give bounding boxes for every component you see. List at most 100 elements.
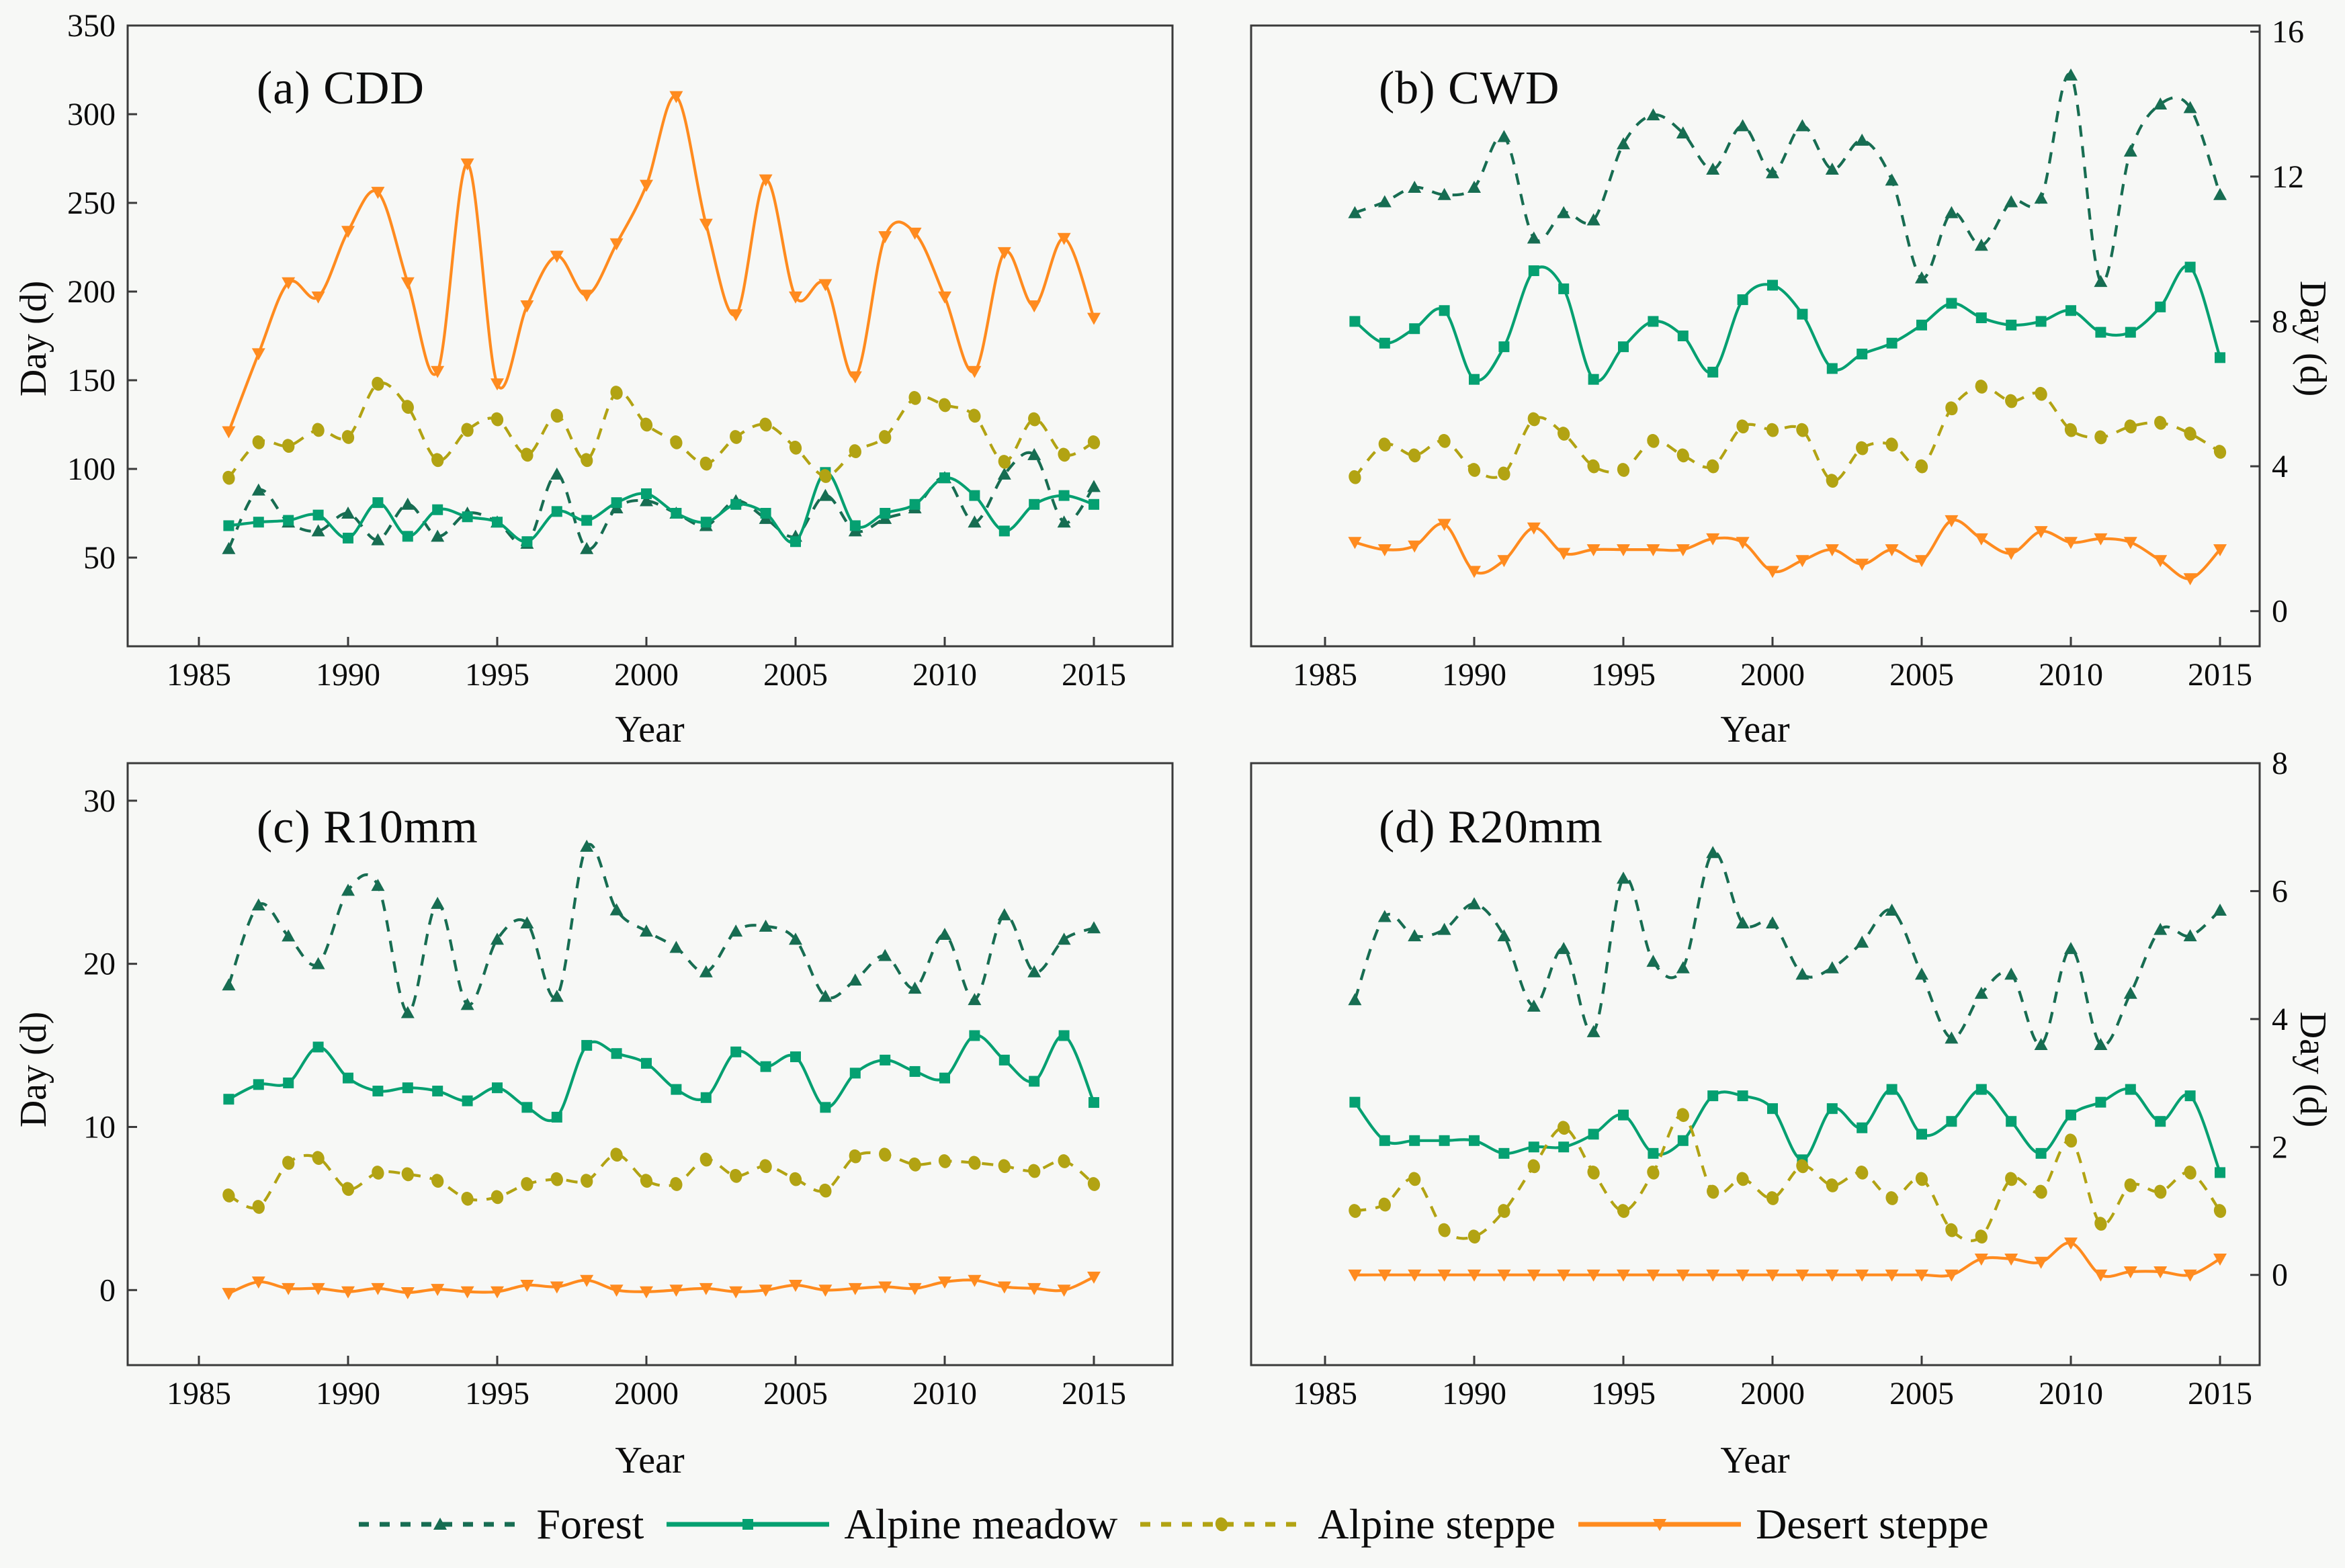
axis-tick-label: 0 [2272,1258,2288,1293]
marker-square [880,508,891,519]
legend-item-desert-steppe: Desert steppe [1576,1499,1989,1549]
marker-triangle-down [1377,544,1392,557]
marker-triangle-down [699,218,713,231]
axis-tick-label: 1995 [1591,657,1656,693]
marker-square [1648,316,1659,327]
marker-square [1469,1135,1480,1146]
axis-tick-label: 30 [83,783,116,819]
marker-triangle-up [729,924,743,937]
marker-square [1558,1141,1570,1153]
marker-circle [908,1157,921,1172]
marker-triangle-down [1557,548,1571,560]
marker-circle [550,1172,563,1186]
marker-triangle-up [818,488,833,501]
panel-d-title: (d) R20mm [1379,801,1603,853]
marker-triangle-down [2213,1253,2227,1266]
axis-tick-label: 8 [2272,746,2288,781]
marker-circle [521,447,534,462]
marker-square [611,497,622,509]
marker-triangle-down [2004,1253,2018,1266]
marker-square [581,1040,593,1051]
marker-triangle-down [251,1276,265,1289]
legend-label: Desert steppe [1756,1500,1989,1548]
axis-tick-label: 200 [67,274,116,310]
marker-triangle-down [938,291,951,304]
marker-square [1767,1103,1778,1115]
marker-square [2184,261,2196,273]
marker-triangle-down [1348,537,1362,550]
axis-tick-label: 10 [83,1109,116,1145]
marker-circle [1707,1184,1719,1199]
marker-triangle-up [1348,206,1362,218]
marker-triangle-up [2094,275,2108,288]
panel-d: 1985 1990 1995 2000 2005 2010 2015 0 2 4 6 8 [1250,746,2288,1411]
marker-square [1409,1135,1420,1146]
marker-triangle-down [520,300,534,313]
marker-square [432,1086,443,1097]
marker-square [1588,374,1599,385]
marker-circle [1378,437,1391,452]
marker-triangle-up [431,896,445,909]
marker-circle [1587,1166,1600,1180]
marker-triangle-up [1087,921,1101,934]
series-desert-steppe [1348,1237,2227,1282]
series-desert-steppe [1348,515,2227,586]
marker-triangle-up [1855,935,1869,948]
marker-triangle-up [609,903,624,916]
marker-triangle-down [759,174,773,187]
marker-triangle-up [1915,967,1928,980]
axis-tick-label: 2005 [763,657,828,693]
marker-triangle-down [1706,1269,1720,1282]
panel-a-x-axis-title: Year [615,709,685,750]
marker-circle [372,1166,384,1180]
marker-circle [2154,1184,2167,1199]
marker-triangle-up [550,467,564,480]
marker-circle [2035,386,2047,401]
marker-triangle-down [1348,1269,1362,1282]
marker-triangle-down [2123,1266,2137,1278]
axis-tick-label: 2005 [1889,657,1954,693]
marker-triangle-down [878,1281,892,1294]
marker-triangle-up [1706,163,1720,175]
marker-triangle-up [1945,206,1959,218]
marker-circle [879,1147,892,1162]
marker-triangle-down [1676,1269,1690,1282]
marker-square [1886,337,1898,349]
marker-triangle-down [1825,544,1839,557]
marker-circle [1498,466,1510,481]
marker-square [253,517,264,528]
axis-tick-label: 100 [67,451,116,487]
marker-triangle-down [400,1287,415,1299]
marker-square [581,515,593,526]
marker-circle [461,423,474,437]
marker-square [998,525,1010,537]
marker-triangle-down [2004,548,2018,560]
marker-circle [2213,1204,2227,1218]
marker-square [760,1061,771,1072]
marker-square [909,1065,921,1077]
marker-triangle-down [1087,312,1101,325]
marker-triangle-up [1497,929,1511,942]
marker-triangle-up [433,1518,447,1530]
legend-label: Alpine steppe [1318,1500,1556,1548]
marker-triangle-up [1557,942,1571,955]
series-alpine-steppe [1349,1108,2227,1244]
marker-triangle-up [818,990,833,1002]
marker-circle [730,430,742,444]
marker-triangle-up [789,932,802,945]
marker-square [1916,319,1927,331]
marker-triangle-down [609,1284,624,1297]
marker-circle [312,1151,325,1165]
marker-triangle-down [729,309,743,322]
marker-circle [1467,1229,1481,1244]
marker-circle [849,444,861,458]
marker-triangle-up [2154,97,2168,110]
marker-square [1349,1096,1361,1108]
marker-circle [879,430,892,444]
marker-square [1677,1135,1689,1146]
marker-square [1409,323,1420,335]
marker-square [551,506,562,517]
marker-triangle-down [2034,526,2048,539]
axis-tick-label: 0 [2272,594,2288,629]
axis-tick-label: 16 [2272,14,2304,50]
